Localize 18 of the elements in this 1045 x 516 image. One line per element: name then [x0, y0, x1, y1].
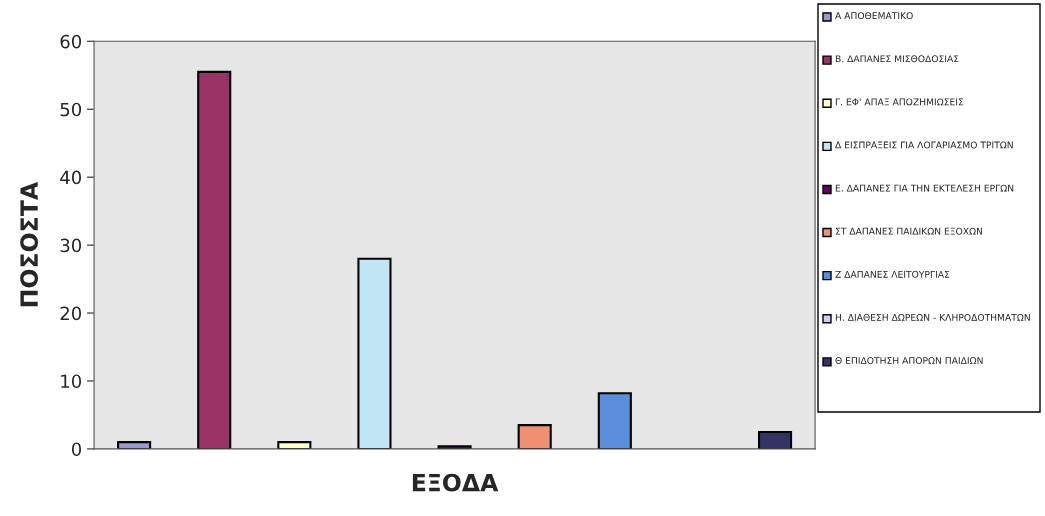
legend-label: Γ. ΕΦ' ΑΠΑΞ ΑΠΟΖΗΜΙΩΣΕΙΣ [835, 98, 964, 106]
legend-label: ΣΤ ΔΑΠΑΝΕΣ ΠΑΙΔΙΚΩΝ ΕΞΟΧΩΝ [835, 227, 983, 235]
y-tick-label: 10 [61, 374, 82, 389]
legend-label: Ζ ΔΑΠΑΝΕΣ ΛΕΙΤΟΥΡΓΙΑΣ [835, 270, 950, 278]
legend-label: Β. ΔΑΠΑΝΕΣ ΜΙΣΘΟΔΟΣΙΑΣ [835, 55, 959, 63]
y-axis-title: ΠΟΣΟΣΤΑ [20, 181, 39, 307]
y-tick-label: 20 [60, 306, 82, 321]
legend-label: Η. ΔΙΑΘΕΣΗ ΔΩΡΕΩΝ - ΚΛΗΡΟΔΟΤΗΜΑΤΩΝ [835, 313, 1030, 321]
y-tick-label: 40 [60, 170, 82, 185]
y-tick-label: 60 [60, 34, 82, 49]
y-tick-label: 50 [60, 102, 82, 117]
x-axis-title: ΕΞΟΔΑ [412, 473, 499, 492]
y-tick-label: 0 [71, 442, 82, 457]
legend-label: Θ ΕΠΙΔΟΤΗΣΗ ΑΠΟΡΩΝ ΠΑΙΔΙΩΝ [835, 357, 983, 364]
legend-label: Ε. ΔΑΠΑΝΕΣ ΓΙΑ ΤΗΝ ΕΚΤΕΛΕΣΗ ΕΡΓΩΝ [835, 184, 1014, 192]
legend-label: Α ΑΠΟΘΕΜΑΤΙΚΟ [835, 12, 913, 20]
y-tick-label: 30 [60, 238, 82, 253]
legend-label: Δ ΕΙΣΠΡΑΞΕΙΣ ΓΙΑ ΛΟΓΑΡΙΑΣΜΟ ΤΡΙΤΩΝ [835, 141, 1013, 149]
